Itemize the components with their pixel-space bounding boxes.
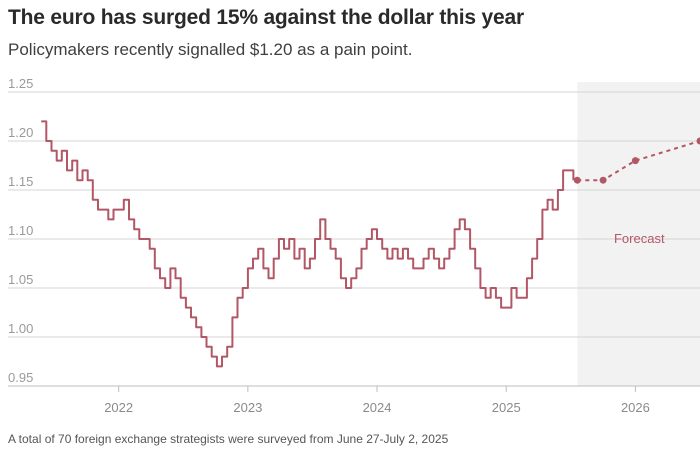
- grid-lines: [8, 91, 700, 387]
- x-tick-label: 2023: [233, 400, 262, 415]
- y-tick-label: 1.00: [8, 321, 33, 336]
- x-tick-label: 2024: [363, 400, 392, 415]
- forecast-line: [577, 140, 700, 182]
- chart-title: The euro has surged 15% against the doll…: [8, 6, 524, 29]
- x-tick-label: 2022: [104, 400, 133, 415]
- forecast-points: [573, 137, 700, 184]
- x-tick-label: 2025: [492, 400, 521, 415]
- footnote: A total of 70 foreign exchange strategis…: [8, 432, 449, 446]
- forecast-point: [573, 176, 581, 184]
- x-tick-label: 2026: [621, 400, 650, 415]
- forecast-point: [599, 176, 607, 184]
- eurusd-line: [41, 120, 575, 368]
- y-tick-label: 1.10: [8, 223, 33, 238]
- forecast-label: Forecast: [614, 231, 665, 246]
- y-tick-label: 1.15: [8, 174, 33, 189]
- y-tick-label: 1.25: [8, 76, 33, 91]
- y-tick-label: 1.05: [8, 272, 33, 287]
- y-tick-label: 0.95: [8, 370, 33, 385]
- y-tick-label: 1.20: [8, 125, 33, 140]
- x-axis-ticks: 2022 2023 2024 2025 2026: [104, 386, 650, 415]
- forecast-point: [696, 137, 700, 145]
- y-axis-ticks: 1.25 1.20 1.15 1.10 1.05 1.00 0.95: [8, 76, 33, 385]
- forecast-point: [631, 157, 639, 165]
- chart-subtitle: Policymakers recently signalled $1.20 as…: [8, 40, 413, 59]
- forecast-shade: [577, 82, 700, 386]
